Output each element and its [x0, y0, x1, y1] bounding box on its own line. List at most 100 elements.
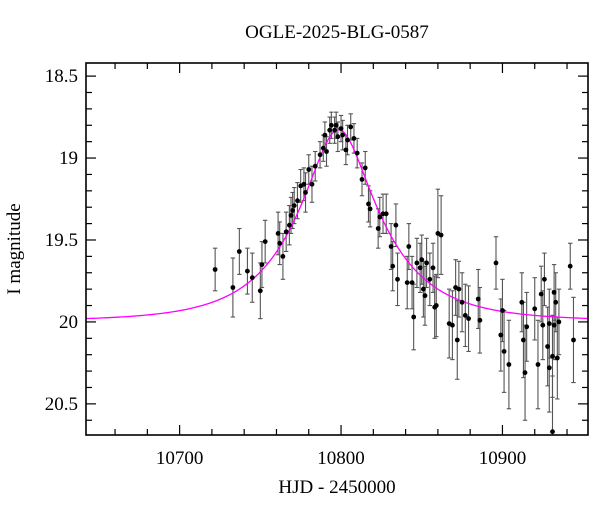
data-point	[550, 353, 555, 359]
data-point	[290, 208, 295, 213]
y-tick-label: 18.5	[45, 66, 78, 87]
data-point	[327, 127, 333, 133]
data-point	[375, 226, 381, 231]
data-point	[522, 370, 528, 376]
y-tick-label: 20	[59, 312, 78, 333]
data-point	[521, 337, 526, 343]
data-point	[332, 127, 337, 133]
tick-marks	[86, 63, 588, 435]
y-tick-label: 19.5	[45, 230, 78, 251]
data-point	[280, 254, 286, 259]
data-point	[459, 299, 465, 305]
data-point	[359, 177, 365, 182]
data-point	[438, 232, 444, 238]
data-point	[550, 429, 555, 435]
axis-ticks: 10700 10800 10900 18.5 19 19.5 20 20.5	[45, 63, 588, 469]
data-point	[303, 190, 308, 195]
data-point	[236, 249, 242, 254]
data-point	[295, 198, 300, 204]
data-point	[287, 222, 292, 228]
data-point	[519, 299, 525, 305]
data-point	[406, 244, 412, 249]
data-point	[456, 286, 462, 292]
plot-content	[86, 111, 588, 435]
data-point	[366, 201, 371, 207]
data-point	[383, 211, 389, 217]
chart-title: OGLE-2025-BLG-0587	[245, 22, 429, 43]
data-point	[414, 260, 420, 266]
y-tick-label: 20.5	[45, 394, 78, 415]
data-point	[362, 165, 368, 171]
data-point	[320, 145, 326, 151]
data-point	[571, 337, 576, 343]
data-point	[419, 257, 425, 263]
data-point	[545, 344, 550, 349]
data-point	[262, 239, 268, 245]
data-point	[301, 181, 307, 187]
data-point	[422, 293, 428, 299]
data-point	[501, 349, 507, 354]
data-point	[493, 260, 499, 266]
data-point	[404, 280, 410, 285]
data-point	[259, 262, 265, 267]
data-point	[454, 337, 460, 343]
data-point	[427, 276, 433, 282]
data-point	[477, 317, 483, 323]
data-point	[367, 206, 373, 212]
data-point	[390, 263, 396, 269]
data-point	[430, 265, 436, 271]
data-point	[421, 286, 426, 292]
data-point	[351, 136, 357, 141]
data-point	[542, 276, 547, 282]
data-point	[309, 181, 315, 187]
data-point	[551, 322, 557, 328]
y-axis-label: I magnitude	[4, 203, 25, 294]
data-point	[554, 355, 560, 361]
data-point	[524, 324, 530, 330]
data-point	[551, 290, 557, 295]
data-point	[567, 263, 573, 269]
data-point	[275, 231, 281, 236]
data-point	[388, 244, 394, 249]
error-bars	[212, 111, 576, 435]
model-curve	[86, 129, 588, 320]
data-point	[498, 332, 504, 338]
data-point	[532, 306, 538, 312]
data-point	[354, 150, 360, 156]
data-point	[335, 134, 341, 140]
data-point	[500, 308, 505, 313]
data-point	[348, 124, 354, 130]
data-point	[411, 314, 417, 320]
data-point	[345, 137, 350, 143]
plot-border	[85, 62, 589, 436]
data-point	[393, 222, 399, 228]
data-point	[306, 167, 312, 172]
data-point	[343, 147, 349, 153]
data-point	[257, 288, 263, 294]
data-point	[322, 132, 328, 138]
data-point	[277, 240, 283, 246]
data-point	[535, 362, 541, 367]
data-point	[245, 268, 250, 274]
data-point	[424, 260, 429, 266]
data-point	[288, 213, 294, 218]
data-point	[466, 316, 471, 321]
data-point	[212, 267, 218, 272]
data-point	[317, 152, 323, 158]
data-point	[249, 275, 255, 281]
data-point	[409, 280, 415, 285]
data-point	[540, 322, 546, 328]
data-point	[553, 299, 559, 305]
data-point	[506, 362, 512, 367]
data-point	[338, 126, 344, 131]
data-point	[312, 163, 318, 169]
data-point	[462, 313, 468, 318]
data-point	[324, 149, 329, 154]
x-tick-label: 10700	[156, 448, 204, 469]
data-point	[377, 214, 383, 220]
data-point	[291, 203, 297, 209]
data-point	[417, 265, 423, 271]
y-tick-label: 19	[59, 148, 78, 169]
